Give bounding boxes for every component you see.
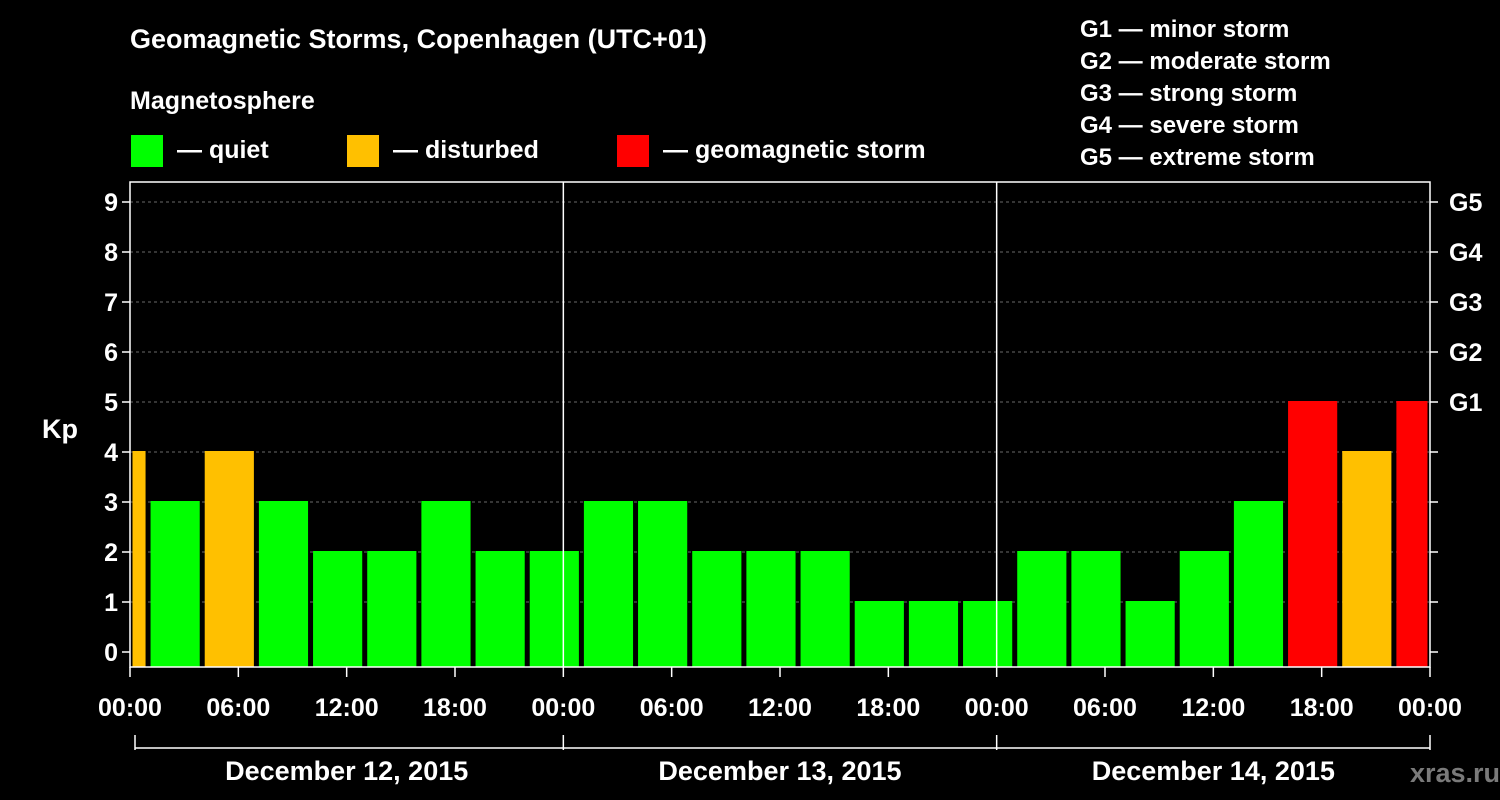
storm-scale-key: G1 — minor storm G2 — moderate storm G3 … [1080,16,1331,171]
legend-item-disturbed: — disturbed [347,135,539,167]
bar-24 [1396,401,1428,667]
y-tick-label: 4 [104,439,118,467]
bar-11 [692,551,742,667]
g-ticks: G1 G2 G3 G4 G5 [1449,189,1482,417]
g-tick-label: G3 [1449,289,1482,317]
y-tick-label: 6 [104,339,118,367]
bars [132,401,1428,667]
legend-swatch-quiet [131,135,163,167]
bar-15 [908,601,959,667]
bar-1 [150,501,200,667]
x-tick-label: 12:00 [315,694,379,722]
legend-swatch-storm [617,135,649,167]
y-tick-label: 2 [104,539,118,567]
day-label: December 13, 2015 [658,756,901,786]
bar-6 [421,501,471,667]
storm-scale-g2: G2 — moderate storm [1080,48,1331,75]
bar-3 [258,501,309,667]
bar-9 [583,501,634,667]
x-tick-label: 00:00 [965,694,1029,722]
y-ticks: 0 1 2 3 4 5 6 7 8 9 [104,189,1438,667]
y-tick-label: 8 [104,239,118,267]
bar-2 [204,451,254,667]
y-tick-label: 9 [104,189,118,217]
legend-swatch-disturbed [347,135,379,167]
x-ticks: 00:00 06:00 12:00 18:00 00:00 06:00 12:00 18:00… [98,667,1462,722]
g-tick-label: G4 [1449,239,1482,267]
bar-13 [800,551,850,667]
x-tick-label: 06:00 [1073,694,1137,722]
bar-12 [746,551,796,667]
bar-4 [313,551,363,667]
g-tick-label: G2 [1449,339,1482,367]
bar-20 [1179,551,1229,667]
bar-7 [475,551,525,667]
bar-10 [638,501,688,667]
x-tick-label: 00:00 [1398,694,1462,722]
legend-title: Magnetosphere [130,87,315,115]
y-tick-label: 5 [104,389,118,417]
y-tick-label: 1 [104,589,118,617]
x-tick-label: 06:00 [640,694,704,722]
x-tick-label: 18:00 [423,694,487,722]
day-label: December 12, 2015 [225,756,468,786]
bar-0 [132,451,146,667]
storm-scale-g5: G5 — extreme storm [1080,144,1315,171]
y-tick-label: 0 [104,639,118,667]
day-labels: December 12, 2015 December 13, 2015 Decemb… [134,735,1431,786]
legend-label-storm: — geomagnetic storm [663,136,926,164]
bar-22 [1288,401,1338,667]
x-tick-label: 12:00 [748,694,812,722]
y-tick-label: 7 [104,289,118,317]
g-tick-label: G5 [1449,189,1482,217]
legend-item-quiet: — quiet [131,135,269,167]
x-tick-label: 18:00 [1290,694,1354,722]
day-label: December 14, 2015 [1092,756,1335,786]
bar-8 [529,551,579,667]
x-tick-label: 00:00 [531,694,595,722]
watermark: xras.ru [1410,758,1500,788]
chart-title: Geomagnetic Storms, Copenhagen (UTC+01) [130,24,707,54]
bar-18 [1071,551,1121,667]
bar-16 [963,601,1013,667]
x-tick-label: 12:00 [1181,694,1245,722]
legend-label-quiet: — quiet [177,136,269,164]
g-tick-label: G1 [1449,389,1482,417]
x-tick-label: 00:00 [98,694,162,722]
bar-23 [1342,451,1392,667]
y-axis-label: Kp [42,414,78,444]
bar-21 [1233,501,1284,667]
legend-label-disturbed: — disturbed [393,136,539,164]
storm-scale-g3: G3 — strong storm [1080,80,1297,107]
legend-item-storm: — geomagnetic storm [617,135,926,167]
bar-17 [1017,551,1067,667]
bar-14 [854,601,904,667]
x-tick-label: 06:00 [206,694,270,722]
x-tick-label: 18:00 [856,694,920,722]
bar-5 [367,551,417,667]
storm-scale-g1: G1 — minor storm [1080,16,1289,43]
storm-scale-g4: G4 — severe storm [1080,112,1299,139]
bar-19 [1125,601,1175,667]
y-tick-label: 3 [104,489,118,517]
legend: — quiet — disturbed — geomagnetic storm [131,135,926,167]
